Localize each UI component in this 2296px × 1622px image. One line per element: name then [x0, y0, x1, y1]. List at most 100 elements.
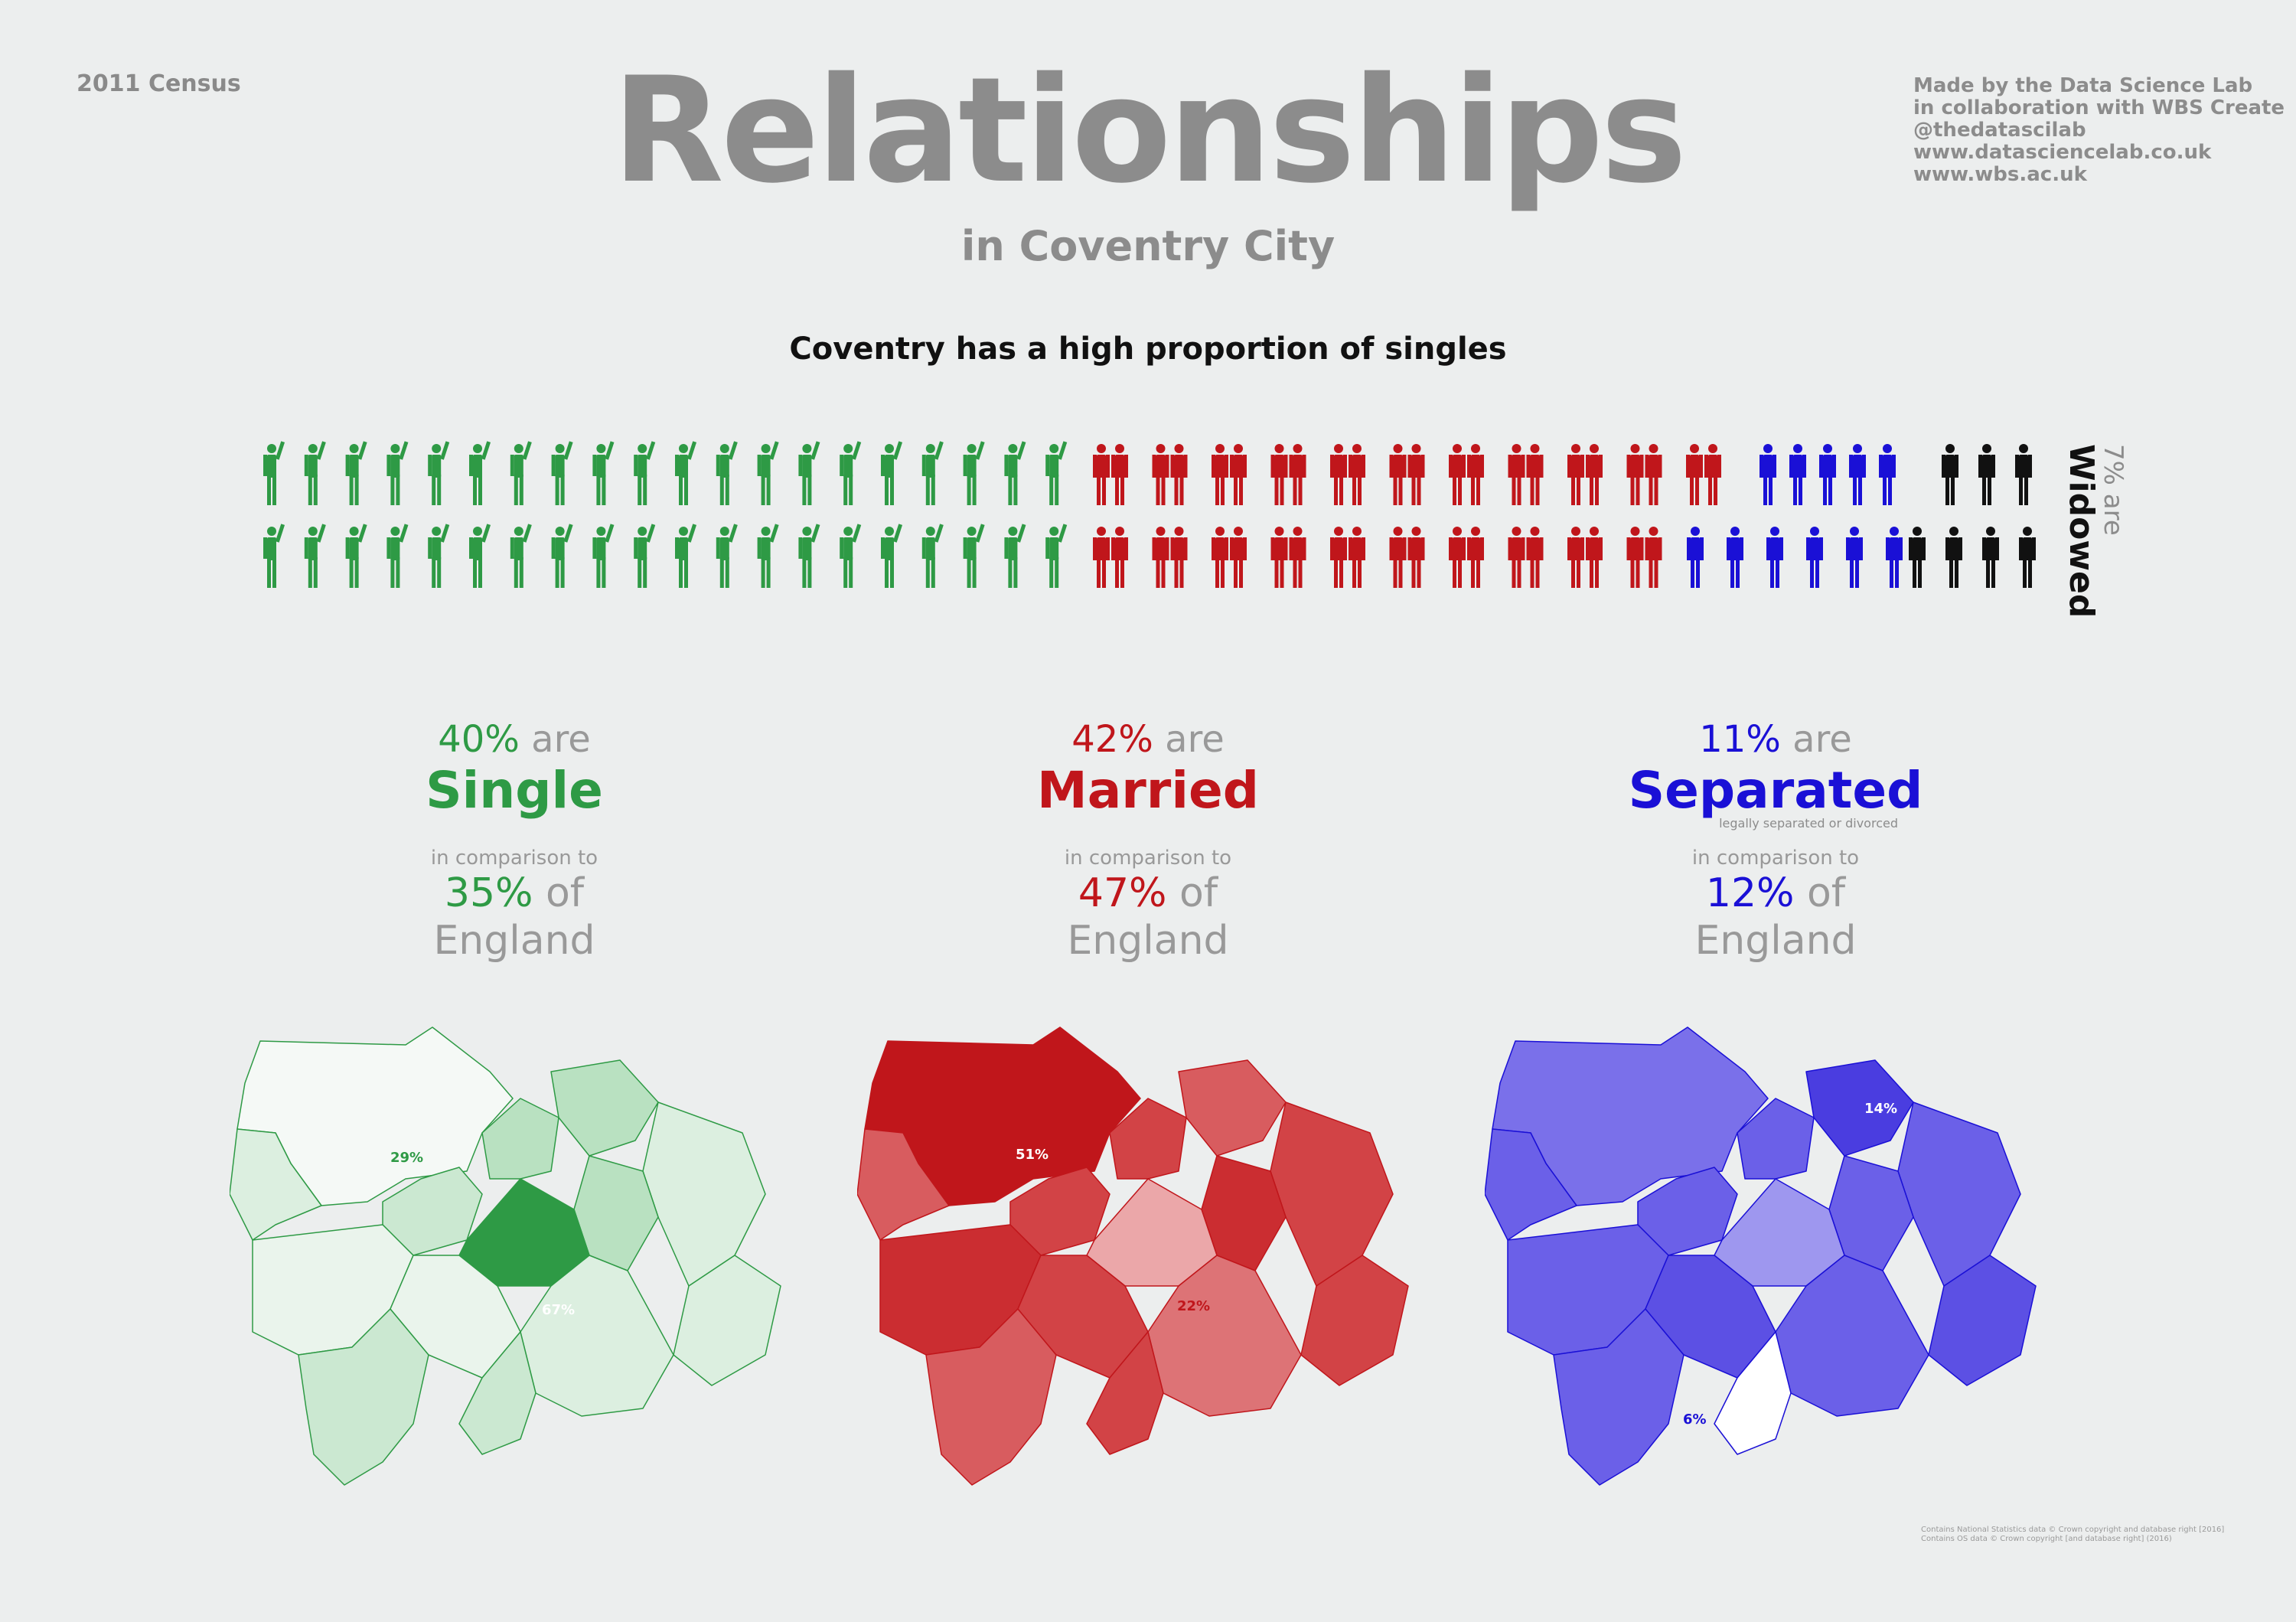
single-max-label: 67%: [542, 1302, 575, 1318]
single-person-icon: [921, 441, 944, 505]
separated-max-label: 14%: [1864, 1101, 1897, 1117]
married-person-icon: [1389, 527, 1425, 588]
married-ward: [1178, 1059, 1287, 1157]
married-person-icon: [1270, 527, 1306, 588]
separated-person-icon: [1789, 444, 1806, 505]
separated-are: are: [1792, 718, 1852, 761]
single-person-icon: [263, 524, 285, 588]
single-stat: 40% are Single in comparison to 35% of E…: [285, 718, 744, 964]
single-person-icon: [798, 441, 820, 505]
married-person-icon: [1508, 527, 1544, 588]
single-ward: [481, 1098, 559, 1180]
single-person-icon: [798, 524, 820, 588]
separated-person-icon: [1760, 444, 1776, 505]
single-england: England: [433, 918, 595, 964]
separated-ward: [1805, 1059, 1914, 1157]
married-person-icon: [1212, 527, 1247, 588]
single-comparison: in comparison to: [430, 847, 598, 870]
separated-ward: [1897, 1101, 2021, 1287]
married-person-icon: [1093, 444, 1128, 505]
single-person-icon: [1045, 524, 1068, 588]
single-person-icon: [840, 524, 862, 588]
single-ward: [458, 1178, 590, 1287]
single-person-icon: [469, 524, 491, 588]
married-england: England: [1067, 918, 1229, 964]
separated-person-icon: [1687, 527, 1704, 588]
credit-line: Made by the Data Science Lab: [1913, 74, 2253, 97]
married-person-icon: [1449, 444, 1484, 505]
single-person-icon: [840, 441, 862, 505]
single-person-icon: [716, 524, 738, 588]
single-england-pct: 35%: [444, 870, 533, 916]
single-ward: [550, 1059, 659, 1157]
single-person-icon: [428, 524, 450, 588]
separated-person-icon: [1806, 527, 1823, 588]
widowed-person-icon: [2019, 527, 2036, 588]
separated-of: of: [1806, 870, 1846, 916]
widowed-person-icon: [1942, 444, 1958, 505]
separated-person-icon: [1727, 527, 1743, 588]
separated-ward: [1737, 1098, 1815, 1180]
single-ward: [520, 1255, 674, 1417]
separated-england-pct: 12%: [1705, 870, 1795, 916]
married-person-icon: [1686, 444, 1721, 505]
single-pct: 40%: [438, 718, 520, 761]
married-are: are: [1165, 718, 1225, 761]
single-person-icon: [428, 441, 450, 505]
separated-ward: [1714, 1178, 1845, 1287]
widowed-person-icon: [1982, 527, 1999, 588]
single-person-icon: [921, 524, 944, 588]
married-person-icon: [1567, 527, 1603, 588]
single-person-icon: [551, 441, 573, 505]
married-pct: 42%: [1071, 718, 1153, 761]
married-person-icon: [1212, 444, 1247, 505]
separated-min-label: 6%: [1683, 1411, 1707, 1428]
credit-line: in collaboration with WBS Create: [1913, 96, 2285, 119]
married-map: 51% 22%: [857, 1026, 1409, 1486]
separated-ward: [1485, 1128, 1577, 1241]
credit-line: @thedatascilab: [1913, 119, 2086, 142]
census-label: 2011 Census: [77, 70, 241, 97]
page-title: Relationships: [612, 46, 1688, 215]
separated-person-icon: [1819, 444, 1836, 505]
pictogram-chart: [263, 441, 2036, 588]
single-category: Single: [426, 761, 603, 820]
separated-person-icon: [1846, 527, 1863, 588]
separated-person-icon: [1879, 444, 1896, 505]
single-person-icon: [345, 441, 367, 505]
widowed-person-icon: [1978, 444, 1995, 505]
single-person-icon: [386, 441, 409, 505]
single-map: 29% 67%: [230, 1026, 781, 1486]
single-ward: [230, 1128, 322, 1241]
married-ward: [1086, 1178, 1218, 1287]
separated-map-wards: [1485, 1026, 2037, 1486]
separated-stat: 11% are Separated legally separated or d…: [1546, 718, 2005, 964]
single-ward: [458, 1331, 536, 1455]
separated-person-icon: [1849, 444, 1866, 505]
widowed-person-icon: [2015, 444, 2032, 505]
married-min-label: 22%: [1177, 1298, 1210, 1314]
single-person-icon: [386, 524, 409, 588]
married-ward: [1270, 1101, 1394, 1287]
separated-england: England: [1694, 918, 1857, 964]
married-ward: [1109, 1098, 1187, 1180]
married-stat: 42% are Married in comparison to 47% of …: [918, 718, 1378, 964]
married-person-icon: [1152, 444, 1188, 505]
married-person-icon: [1626, 444, 1662, 505]
married-person-icon: [1270, 444, 1306, 505]
single-person-icon: [345, 524, 367, 588]
widowed-label: 7% are Widowed: [2059, 444, 2128, 618]
married-ward: [925, 1308, 1057, 1486]
widowed-pct: 7% are: [2098, 444, 2128, 536]
single-person-icon: [757, 441, 779, 505]
married-category: Married: [1037, 761, 1259, 820]
married-person-icon: [1449, 527, 1484, 588]
credits: Made by the Data Science Lab in collabor…: [1913, 75, 2285, 186]
single-person-icon: [634, 441, 656, 505]
single-person-icon: [634, 524, 656, 588]
married-person-icon: [1508, 444, 1544, 505]
separated-person-icon: [1766, 527, 1783, 588]
single-person-icon: [1045, 441, 1068, 505]
single-person-icon: [675, 524, 697, 588]
footer-line: Contains National Statistics data © Crow…: [1921, 1526, 2225, 1534]
